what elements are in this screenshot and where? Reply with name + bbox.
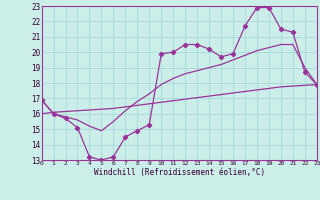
X-axis label: Windchill (Refroidissement éolien,°C): Windchill (Refroidissement éolien,°C) — [94, 168, 265, 177]
